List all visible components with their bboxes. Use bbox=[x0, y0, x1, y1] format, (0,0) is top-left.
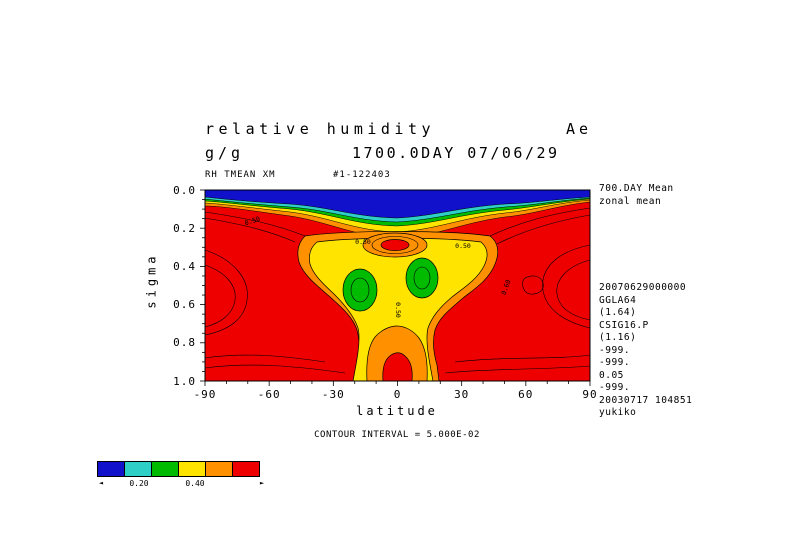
right-panel-line: 700.DAY Mean bbox=[599, 183, 674, 194]
axis-ticks bbox=[200, 189, 591, 386]
contour-line bbox=[496, 214, 591, 245]
colorbar-cell-red bbox=[232, 461, 260, 477]
dry-core-left-inner-contour bbox=[350, 277, 370, 303]
contour-line bbox=[542, 244, 591, 329]
contour-line bbox=[204, 354, 326, 363]
y-tick-label: 0.0 bbox=[173, 183, 196, 197]
contour-value-label: 0.50 bbox=[355, 238, 371, 246]
colorbar bbox=[97, 461, 260, 477]
colorbar-cell-cyan bbox=[124, 461, 152, 477]
y-tick-label: 1.0 bbox=[173, 374, 196, 388]
contour-line bbox=[489, 207, 591, 237]
contour-line bbox=[204, 217, 296, 243]
contour-line bbox=[556, 259, 591, 321]
contour-line bbox=[444, 365, 591, 374]
y-tick-label: 0.8 bbox=[173, 336, 196, 350]
contour-value-label: 0.50 bbox=[394, 302, 402, 318]
x-axis-label: latitude bbox=[356, 404, 438, 418]
x-tick-label: -60 bbox=[257, 388, 281, 401]
right-panel-meta: 20070629000000 bbox=[599, 282, 687, 293]
contour-plot: 0.50 0.50 0.50 0.50 0.60 bbox=[200, 189, 591, 386]
right-panel-meta: -999. bbox=[599, 344, 631, 356]
contour-line bbox=[454, 354, 591, 363]
colorbar-tick-label: 0.20 bbox=[129, 479, 149, 488]
contour-interval-label: CONTOUR INTERVAL = 5.000E-02 bbox=[314, 430, 480, 440]
x-tick-label: 30 bbox=[454, 388, 470, 401]
right-panel-meta: (1.64) bbox=[599, 307, 637, 318]
plot-title: relative humidity bbox=[205, 120, 436, 138]
variable-id-label: RH TMEAN XM bbox=[205, 170, 276, 180]
contour-line bbox=[204, 264, 236, 328]
colorbar-cell-yellow bbox=[178, 461, 206, 477]
contour-line bbox=[522, 275, 544, 295]
contour-value-label: 0.50 bbox=[455, 242, 471, 250]
colorbar-tick-label: 0.40 bbox=[185, 479, 205, 488]
colorbar-left-arrow-icon: ◄ bbox=[98, 479, 104, 487]
x-tick-label: 90 bbox=[582, 388, 598, 401]
x-tick-label: -90 bbox=[193, 388, 217, 401]
right-panel-meta: yukiko bbox=[599, 407, 637, 418]
right-panel-meta: GGLA64 bbox=[599, 294, 637, 306]
units-label: g/g bbox=[205, 144, 245, 162]
y-tick-label: 0.6 bbox=[173, 298, 196, 312]
right-panel-meta: CSIG16.P bbox=[599, 319, 649, 331]
plot-title-right: Ae bbox=[566, 120, 593, 138]
timestamp-label: 1700.0DAY 07/06/29 bbox=[352, 144, 560, 162]
right-panel-meta: -999. bbox=[599, 357, 631, 368]
dry-core-left bbox=[342, 268, 378, 312]
x-tick-label: 0 bbox=[393, 388, 402, 401]
run-id-label: #1-122403 bbox=[333, 170, 391, 180]
right-panel-meta: 0.05 bbox=[599, 369, 624, 381]
y-tick-label: 0.4 bbox=[173, 259, 196, 273]
colorbar-cell-green bbox=[151, 461, 179, 477]
colorbar-cell-blue bbox=[97, 461, 125, 477]
right-panel-line: zonal mean bbox=[599, 196, 662, 207]
band-blue bbox=[204, 189, 591, 219]
right-panel-meta: 20030717 104851 bbox=[599, 394, 693, 406]
y-tick-label: 0.2 bbox=[173, 221, 196, 235]
upper-moist-cell-ring bbox=[371, 236, 419, 254]
colorbar-right-arrow-icon: ► bbox=[259, 479, 265, 487]
y-axis-label: sigma bbox=[144, 252, 159, 309]
x-tick-label: -30 bbox=[321, 388, 345, 401]
surface-moist-core-red bbox=[382, 352, 413, 382]
contour-line bbox=[204, 211, 306, 237]
contour-line bbox=[204, 364, 346, 374]
right-panel-meta: -999. bbox=[599, 382, 631, 393]
dry-core-right-inner-contour bbox=[413, 266, 431, 290]
right-panel-meta: (1.16) bbox=[599, 332, 637, 343]
colorbar-cell-orange bbox=[205, 461, 233, 477]
x-tick-label: 60 bbox=[518, 388, 534, 401]
contour-line bbox=[204, 249, 248, 336]
upper-moist-core-red bbox=[380, 239, 410, 251]
dry-core-right bbox=[405, 257, 439, 299]
